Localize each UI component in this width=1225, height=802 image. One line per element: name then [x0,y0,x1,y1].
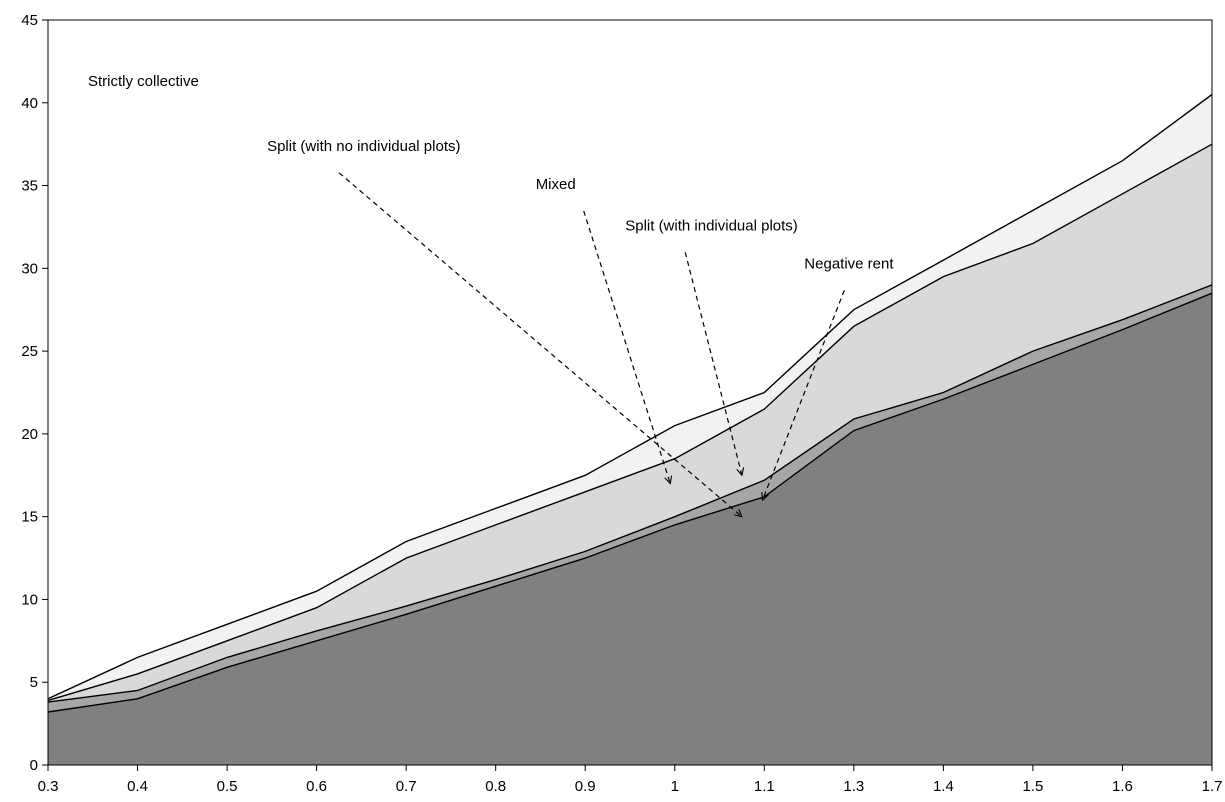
y-tick-label: 45 [21,12,38,29]
annotation-label-3: Mixed [536,176,576,193]
annotation-arrow-5 [763,290,845,500]
annotation-arrow-2 [338,172,742,517]
y-tick-label: 35 [21,178,38,195]
x-tick-label: 1.3 [843,778,864,795]
y-tick-label: 25 [21,343,38,360]
x-tick-label: 0.8 [485,778,506,795]
y-tick-label: 40 [21,95,38,112]
annotation-label-1: Strictly collective [88,73,199,90]
x-tick-label: 1 [671,778,679,795]
y-tick-label: 30 [21,260,38,277]
annotations: Strictly collective Split (with no indivi… [88,73,894,516]
x-tick-label: 0.7 [396,778,417,795]
x-tick-label: 1.6 [1112,778,1133,795]
x-tick-label: 0.9 [575,778,596,795]
x-tick-label: 1.4 [933,778,954,795]
boundary-lines [47,93,1213,713]
x-tick-label: 0.6 [306,778,327,795]
x-tick-label: 1.5 [1022,778,1043,795]
boundary-line-2 [47,284,1213,703]
x-tick-label: 0.4 [127,778,148,795]
y-tick-label: 15 [21,509,38,526]
boundary-line-1 [47,292,1213,713]
y-tick-label: 20 [21,426,38,443]
annotation-arrow-3 [583,210,671,484]
x-tick-label: 0.3 [38,778,59,795]
annotation-arrow-4 [684,252,742,475]
y-tick-label: 5 [30,674,38,691]
x-tick-label: 1.7 [1202,778,1223,795]
x-axis: 0.3 0.4 0.5 0.6 0.7 0.8 0.9 1 1.1 1.3 1.4 1.5 1.6 1.7 [38,765,1223,795]
boundary-line-4 [47,93,1213,700]
annotation-label-5: Negative rent [804,255,894,272]
area-band-1 [48,293,1212,765]
y-tick-label: 0 [30,757,38,774]
boundary-line-3 [47,143,1213,702]
area-layers [48,94,1212,765]
plot-area-frame [47,19,1213,766]
y-tick-label: 10 [21,591,38,608]
annotation-label-2: Split (with no individual plots) [267,138,460,155]
x-tick-label: 1.1 [754,778,775,795]
y-axis: 0 5 10 15 20 25 30 35 40 45 [21,12,48,774]
x-tick-label: 0.5 [217,778,238,795]
annotation-label-4: Split (with individual plots) [625,217,798,234]
